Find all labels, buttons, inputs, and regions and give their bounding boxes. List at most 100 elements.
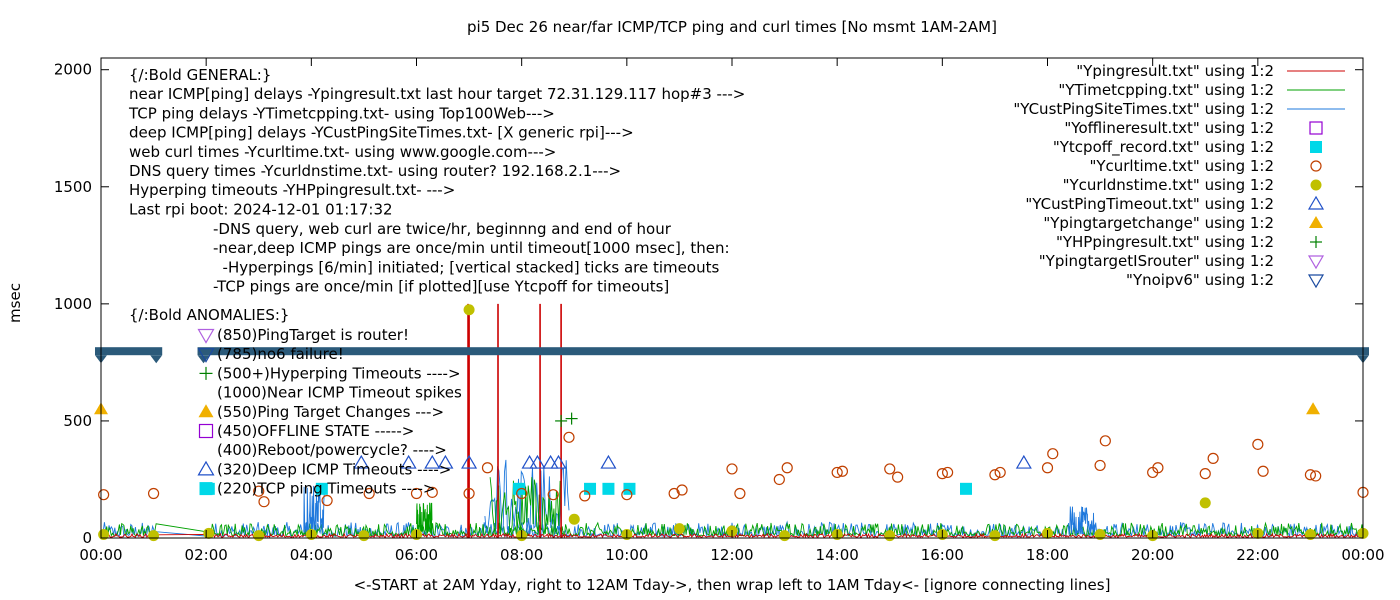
series-burst-4 [1068,506,1096,535]
legend-label: "YCustPingTimeout.txt" using 1:2 [1025,195,1274,213]
curldns-point [203,527,215,539]
y-tick-label: 500 [63,412,92,430]
curltime-point [410,487,423,500]
noipv6-band-end-0 [150,355,163,364]
x-tick-label: 08:00 [500,546,543,564]
anomaly-line: (500+)Hyperping Timeouts ----> [217,364,461,382]
note-indented-line: -near,deep ICMP pings are once/min until… [213,239,730,257]
curltime-point [781,462,793,474]
hyperping-point [555,414,568,427]
curltime-point [936,468,948,480]
curldns-point [148,530,160,542]
curltime-point [481,462,494,474]
legend-label: "YHPpingresult.txt" using 1:2 [1056,233,1274,251]
x-tick-label: 20:00 [1131,546,1174,564]
hyperping-point [565,412,578,425]
curltime-point [98,489,110,501]
anomaly-marker [199,482,213,496]
series-burst-2 [489,477,564,535]
tcpoff-point [584,482,597,495]
curltime-point [516,487,528,500]
legend-label: "Ycurltime.txt" using 1:2 [1089,157,1274,175]
curltime-point [773,473,785,486]
note-general-line: TCP ping delays -YTimetcpping.txt- using… [128,104,555,122]
axes: 0 500 1000 1500 2000 00:00 02:00 04:00 06:00 08:0… [54,57,1385,564]
tcpoff-point [959,482,972,495]
curltime-point [1047,448,1059,460]
anomaly-marker [197,460,215,476]
curltime-point [892,471,904,483]
custping-timeout-point [600,454,617,469]
legend-swatch [1307,274,1325,289]
curltime-point [1199,468,1211,480]
curldns-point [568,513,580,525]
curltime-point [676,484,688,496]
y-tick-label: 0 [82,529,92,547]
anomalies-heading: {/:Bold ANOMALIES:} [129,306,289,324]
note-general-line: Last rpi boot: 2024-12-01 01:17:32 [129,200,393,218]
legend-swatch [1309,121,1323,135]
curltime-point [426,486,438,498]
curltime-point [734,487,746,500]
anomaly-line: (220)TCP ping Timeouts ----> [217,480,435,498]
legend-swatch [1310,141,1322,153]
series-nearping-line [100,532,1364,539]
custping-timeout-point [521,454,538,469]
legend-label: "Ynoipv6" using 1:2 [1126,271,1274,289]
y-tick-label: 2000 [54,61,92,79]
curltime-point [1252,438,1264,450]
noipv6-band-start-1 [197,355,210,364]
curldns-point [1304,528,1316,540]
tcpoff-point [602,482,615,495]
x-tick-label: 16:00 [921,546,964,564]
curltime-point [989,469,1001,481]
legend-swatch [1307,195,1325,210]
note-indented-line: -TCP pings are once/min [if plotted][use… [213,278,669,296]
curltime-point [831,466,843,479]
x-axis-label: <-START at 2AM Yday, right to 12AM Tday-… [354,576,1111,594]
legend-swatch [1307,255,1325,270]
x-tick-label: 18:00 [1026,546,1069,564]
curltime-point [547,489,559,501]
legend-label: "YpingtargetISrouter" using 1:2 [1039,252,1274,270]
curltime-point [321,494,333,507]
custping-timeout-point [424,454,441,469]
anomaly-line: (450)OFFLINE STATE -----> [217,422,414,440]
note-general-line: near ICMP[ping] delays -Ypingresult.txt … [129,85,745,103]
custping-timeout-point [437,454,454,469]
anomaly-line: (850)PingTarget is router! [217,326,409,344]
curltime-point [1152,462,1164,474]
y-tick-label: 1000 [54,295,92,313]
curltime-point [1099,435,1111,447]
chart-title: pi5 Dec 26 near/far ICMP/TCP ping and cu… [467,18,997,36]
curltime-point [1304,469,1317,481]
x-tick-label: 22:00 [1236,546,1279,564]
legend: "Ypingresult.txt" using 1:2"YTimetcpping… [1013,62,1345,289]
y-axis-label: msec [6,283,24,323]
curltime-point [579,490,591,502]
legend-swatch [1309,216,1323,228]
curldns-point [463,304,475,316]
note-indented-line: -Hyperpings [6/min] initiated; [vertical… [213,258,719,276]
curltime-point [621,489,633,501]
tcpoff-point [623,482,636,495]
curltime-point [1094,459,1106,472]
curltime-point [994,466,1006,479]
noipv6-band-1 [197,347,1370,356]
curltime-point [1207,452,1219,464]
anomaly-line: (550)Ping Target Changes ---> [217,403,444,421]
noipv6-band-0 [95,347,163,356]
curldns-point [779,530,791,542]
legend-label: "Yofflineresult.txt" using 1:2 [1064,119,1274,137]
note-general-line: DNS query times -Ycurldnstime.txt- using… [129,162,621,180]
x-tick-label: 02:00 [185,546,228,564]
x-tick-label: 10:00 [605,546,648,564]
note-general-line: Hyperping timeouts -YHPpingresult.txt- -… [129,181,455,199]
tcpoff-point [315,482,328,495]
y-tick-label: 1500 [54,178,92,196]
custping-timeout-point [400,454,417,469]
curltime-point [1257,465,1269,477]
curltime-point [463,487,475,500]
x-tick-label: 06:00 [395,546,438,564]
